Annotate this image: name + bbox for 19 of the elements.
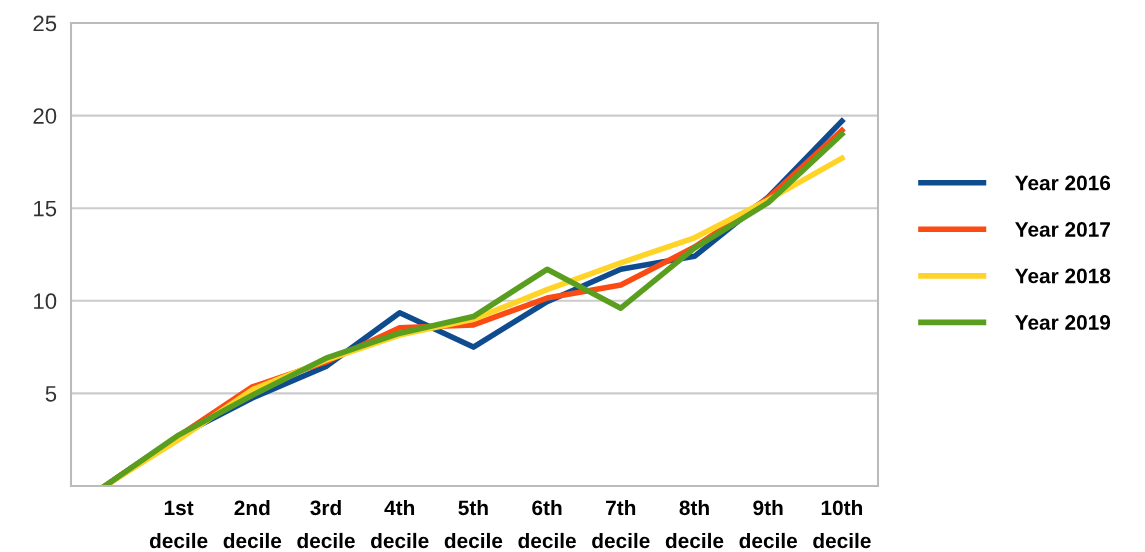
x-tick-label: 3rd decile [297,499,355,549]
y-tick-label: 15 [34,200,57,217]
legend-label: Year 2017 [1015,222,1110,237]
x-tick-label: 8th decile [665,499,724,549]
x-tick-label: 10th decile [813,499,871,549]
x-tick-label: 9th decile [739,499,798,549]
x-tick-label: 1st decile [149,500,208,549]
x-tick-label: 7th decile [592,499,650,549]
x-tick-label: 4th decile [371,499,429,549]
x-tick-label: 5th decile [444,499,503,549]
y-tick-label: 20 [33,108,57,124]
x-tick-label: 2nd decile [223,499,282,549]
legend-label: Year 2019 [1015,315,1111,330]
y-tick-label: 25 [33,15,57,32]
y-tick-label: 5 [45,386,57,402]
y-tick-label: 10 [34,293,57,310]
legend-label: Year 2018 [1015,268,1111,284]
x-tick-label: 6th decile [518,499,576,549]
legend-label: Year 2016 [1015,175,1111,191]
